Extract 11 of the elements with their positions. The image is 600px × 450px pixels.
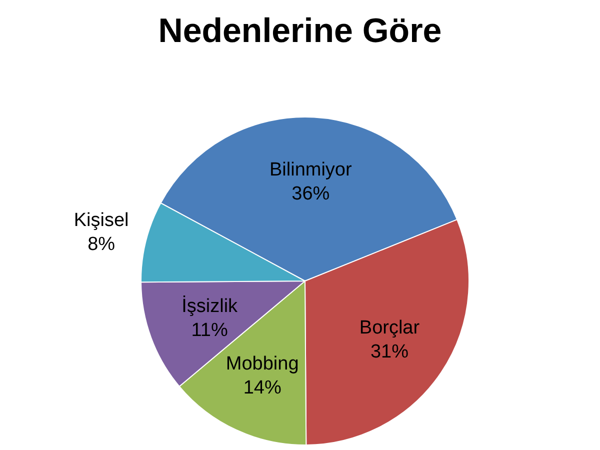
- data-label: 31%: [370, 342, 409, 363]
- data-label: 36%: [292, 183, 330, 204]
- data-label: 11%: [191, 320, 228, 342]
- slice-label: Borçlar: [359, 318, 420, 339]
- data-label: 8%: [88, 234, 116, 256]
- slice-label: İşsizlik: [182, 295, 238, 318]
- slice-label: Mobbing: [226, 353, 299, 374]
- slice-label: Bilinmiyor: [269, 159, 353, 180]
- data-label: 14%: [243, 377, 282, 398]
- chart-title: Nedenlerine Göre: [158, 12, 442, 50]
- slice-label: Kişisel: [74, 210, 129, 232]
